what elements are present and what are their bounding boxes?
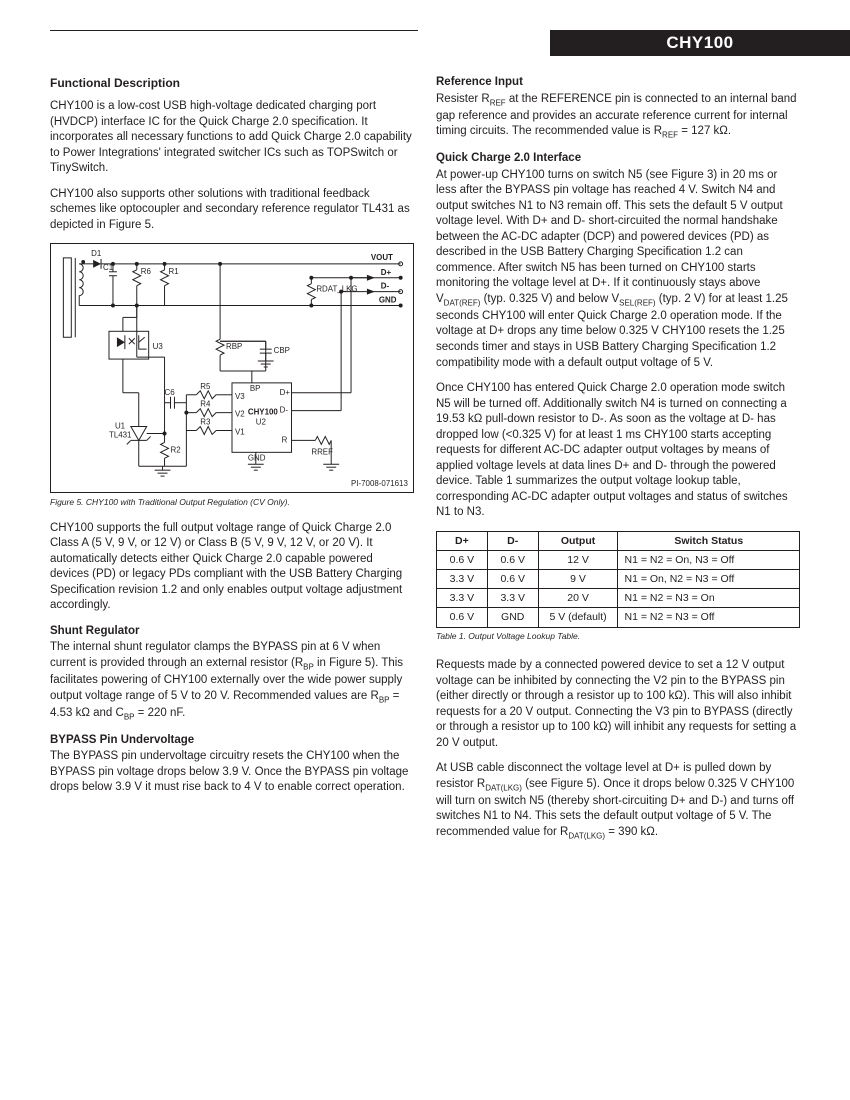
pin-v2: V2 — [235, 410, 245, 419]
table-row: 0.6 V GND 5 V (default) N1 = N2 = N3 = O… — [437, 608, 800, 627]
pin-gnd: GND — [248, 454, 266, 463]
functional-description-title: Functional Description — [50, 75, 414, 91]
right-column: Reference Input Resister RREF at the REF… — [436, 75, 800, 852]
para-intro-1: CHY100 is a low-cost USB high-voltage de… — [50, 99, 414, 177]
table-header: D- — [487, 531, 538, 550]
lbl-rref: RREF — [311, 448, 333, 457]
lbl-rbp: RBP — [226, 342, 242, 351]
figure-5-caption: Figure 5. CHY100 with Traditional Output… — [50, 497, 414, 508]
part-number-badge: CHY100 — [550, 30, 850, 56]
lbl-r4: R4 — [200, 400, 211, 409]
qc-para-3: Requests made by a connected powered dev… — [436, 658, 800, 751]
qc-para-2: Once CHY100 has entered Quick Charge 2.0… — [436, 381, 800, 521]
output-voltage-lookup-table: D+ D- Output Switch Status 0.6 V 0.6 V 1… — [436, 531, 800, 628]
shunt-regulator-title: Shunt Regulator — [50, 624, 414, 640]
shunt-regulator-para: The internal shunt regulator clamps the … — [50, 640, 414, 722]
lbl-d1: D1 — [91, 249, 102, 258]
lbl-r6: R6 — [141, 267, 152, 276]
para-intro-2: CHY100 also supports other solutions wit… — [50, 187, 414, 234]
qc-para-4: At USB cable disconnect the voltage leve… — [436, 761, 800, 842]
left-column: Functional Description CHY100 is a low-c… — [50, 75, 414, 852]
qc-interface-title: Quick Charge 2.0 Interface — [436, 151, 800, 167]
lbl-chip2: U2 — [256, 418, 266, 427]
pin-dm: D- — [280, 406, 289, 415]
lbl-dp-out: D+ — [381, 268, 392, 277]
lbl-r3: R3 — [200, 418, 211, 427]
lbl-chip1: CHY100 — [248, 408, 279, 417]
reference-input-title: Reference Input — [436, 75, 800, 91]
table-row: 3.3 V 0.6 V 9 V N1 = On, N2 = N3 = Off — [437, 570, 800, 589]
table-header: Switch Status — [618, 531, 800, 550]
pin-dp: D+ — [280, 388, 291, 397]
figure-5-schematic: D1 VOUT D+ D- GND C1 R6 — [50, 243, 414, 493]
para-class-ab: CHY100 supports the full output voltage … — [50, 521, 414, 614]
table-header: Output — [538, 531, 618, 550]
main-columns: Functional Description CHY100 is a low-c… — [50, 75, 800, 852]
table-header: D+ — [437, 531, 488, 550]
pi-number: PI-7008-071613 — [351, 479, 408, 488]
lbl-r1: R1 — [169, 267, 180, 276]
lbl-cbp: CBP — [274, 346, 290, 355]
table-row: 3.3 V 3.3 V 20 V N1 = N2 = N3 = On — [437, 589, 800, 608]
table-1-caption: Table 1. Output Voltage Lookup Table. — [436, 631, 800, 642]
pin-bp: BP — [250, 384, 261, 393]
table-row: 0.6 V 0.6 V 12 V N1 = N2 = On, N3 = Off — [437, 550, 800, 569]
schematic-svg: D1 VOUT D+ D- GND C1 R6 — [51, 244, 413, 492]
lbl-u1: U1 — [115, 422, 126, 431]
lbl-r2: R2 — [170, 446, 180, 455]
header-rule — [50, 30, 418, 31]
bypass-uv-para: The BYPASS pin undervoltage circuitry re… — [50, 749, 414, 796]
pin-r: R — [282, 436, 288, 445]
lbl-u3: U3 — [153, 342, 164, 351]
qc-para-1: At power-up CHY100 turns on switch N5 (s… — [436, 168, 800, 371]
pin-v3: V3 — [235, 392, 245, 401]
lbl-r5: R5 — [200, 382, 211, 391]
lbl-gnd-out: GND — [379, 296, 397, 305]
lbl-tl431: TL431 — [109, 431, 132, 440]
lbl-c6: C6 — [165, 388, 176, 397]
lbl-vout: VOUT — [371, 253, 393, 262]
bypass-uv-title: BYPASS Pin Undervoltage — [50, 733, 414, 749]
pin-v1: V1 — [235, 428, 245, 437]
lbl-dm-out: D- — [381, 282, 390, 291]
reference-input-para: Resister RREF at the REFERENCE pin is co… — [436, 92, 800, 142]
